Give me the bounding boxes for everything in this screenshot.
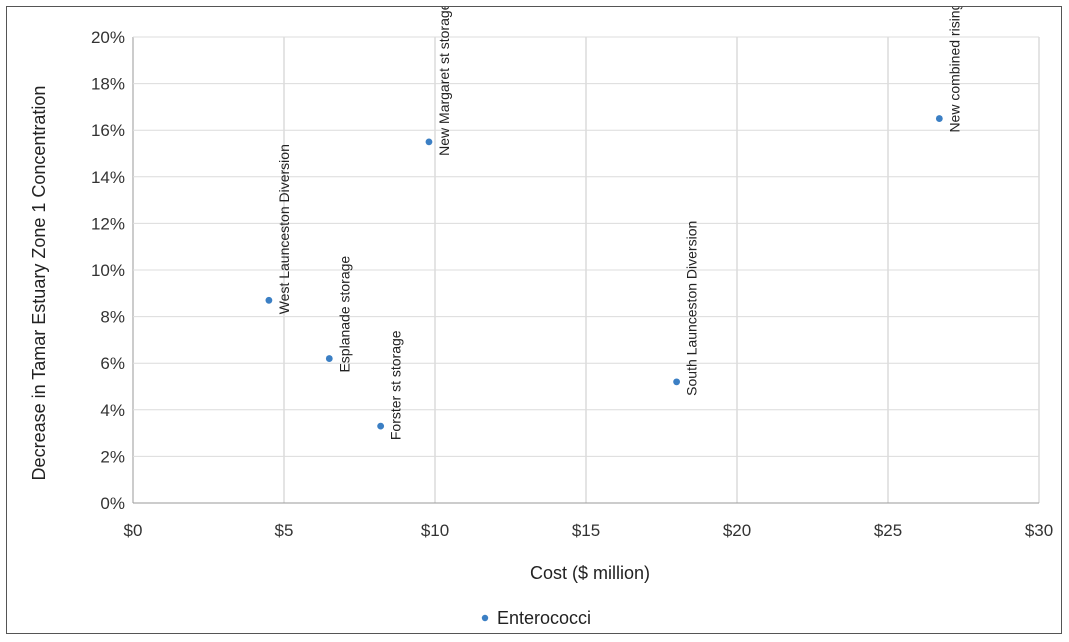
data-point <box>325 355 333 362</box>
point-label: West Launceston Diversion <box>276 144 292 314</box>
y-tick-label: 4% <box>100 401 125 420</box>
point-label: Forster st storage <box>388 330 404 440</box>
y-tick-label: 16% <box>91 121 125 140</box>
legend: Enterococci <box>481 608 591 628</box>
x-tick-label: $25 <box>874 521 902 540</box>
x-tick-label: $30 <box>1025 521 1053 540</box>
x-tick-label: $10 <box>421 521 449 540</box>
y-tick-label: 18% <box>91 75 125 94</box>
legend-label: Enterococci <box>497 608 591 628</box>
point-label: South Launceston Diversion <box>684 221 700 396</box>
data-point <box>935 115 943 122</box>
y-tick-label: 2% <box>100 447 125 466</box>
point-labels: West Launceston Diversion Esplanade stora… <box>276 7 962 440</box>
data-point <box>377 422 385 430</box>
y-axis-ticks: 0% 2% 4% 6% 8% 10% 12% 14% 16% 18% 20% <box>91 28 125 513</box>
gridlines <box>132 36 1040 504</box>
x-tick-label: $5 <box>275 521 294 540</box>
x-tick-label: $20 <box>723 521 751 540</box>
data-point <box>673 378 680 386</box>
legend-marker <box>481 614 489 622</box>
data-points <box>265 115 943 430</box>
y-axis-title: Decrease in Tamar Estuary Zone 1 Concent… <box>29 86 49 481</box>
y-tick-label: 12% <box>91 214 125 233</box>
point-label: Esplanade storage <box>336 256 352 373</box>
x-axis-title: Cost ($ million) <box>530 563 650 583</box>
point-label: New combined rising main <box>946 7 962 133</box>
y-tick-label: 6% <box>100 354 125 373</box>
x-tick-label: $0 <box>124 521 143 540</box>
y-tick-label: 8% <box>100 308 125 327</box>
point-label: New Margaret st storage <box>436 7 452 156</box>
chart-frame: 0% 2% 4% 6% 8% 10% 12% 14% 16% 18% 20% $0 $5 $10 $15 $… <box>6 6 1062 634</box>
y-tick-label: 10% <box>91 261 125 280</box>
y-tick-label: 20% <box>91 28 125 47</box>
x-tick-label: $15 <box>572 521 600 540</box>
x-axis-ticks: $0 $5 $10 $15 $20 $25 $30 <box>124 521 1054 540</box>
y-tick-label: 14% <box>91 168 125 187</box>
scatter-chart: 0%2%4%6%8%10%12%14%16%18%20% $0 $5 $10 $15 $… <box>29 7 1054 628</box>
data-point <box>265 296 273 304</box>
data-point <box>425 138 433 146</box>
y-tick-label: 0% <box>100 494 125 513</box>
